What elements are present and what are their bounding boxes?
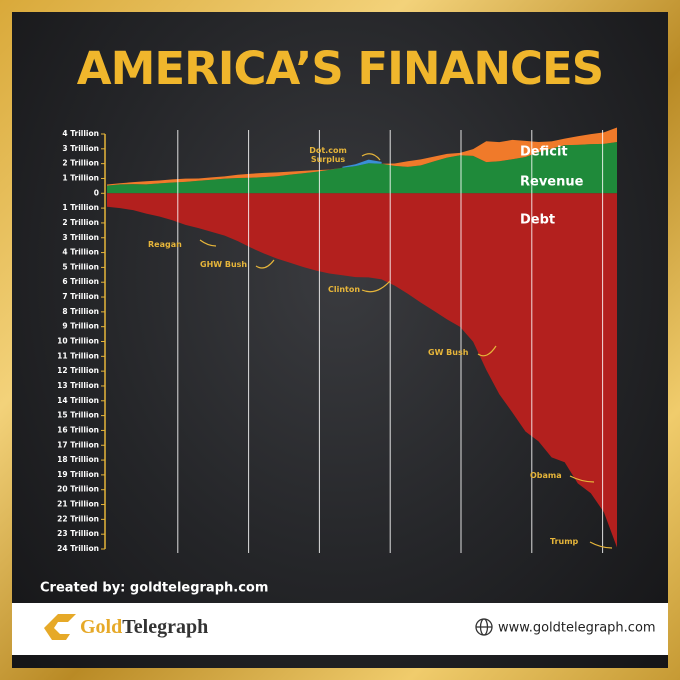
y-tick-label: 18 Trillion — [57, 455, 99, 464]
y-tick-label: 16 Trillion — [57, 425, 99, 434]
y-tick-label: 22 Trillion — [57, 514, 99, 523]
y-tick-label: 2 Trillion — [62, 159, 99, 168]
surplus-label: Dot.com Surplus — [309, 146, 347, 164]
annotation: Reagan — [148, 240, 182, 249]
logo-gold: Gold — [80, 616, 122, 638]
y-tick-label: 2 Trillion — [62, 218, 99, 227]
y-tick-label: 12 Trillion — [57, 366, 99, 375]
y-tick-label: 1 Trillion — [62, 203, 99, 212]
logo-icon — [44, 614, 76, 640]
y-tick-label: 3 Trillion — [62, 144, 99, 153]
area-revenue — [107, 142, 617, 194]
y-tick-label: 9 Trillion — [62, 322, 99, 331]
y-tick-label: 10 Trillion — [57, 337, 99, 346]
y-tick-label: 15 Trillion — [57, 411, 99, 420]
y-tick-label: 7 Trillion — [62, 292, 99, 301]
annotation: Trump — [550, 537, 579, 546]
chart-title: AMERICA’S FINANCES — [77, 42, 603, 95]
y-tick-label: 5 Trillion — [62, 262, 99, 271]
y-tick-label: 19 Trillion — [57, 470, 99, 479]
annotation-arrow — [477, 345, 497, 357]
annotation: GW Bush — [428, 348, 469, 357]
annotation: Clinton — [328, 285, 361, 294]
logo-text: GoldTelegraph — [80, 616, 208, 638]
y-tick-label: 4 Trillion — [62, 248, 99, 257]
y-tick-label: 17 Trillion — [57, 440, 99, 449]
annotation-arrow — [255, 259, 275, 269]
series-label: Deficit — [520, 145, 568, 160]
y-tick-label: 14 Trillion — [57, 396, 99, 405]
y-tick-label: 20 Trillion — [57, 485, 99, 494]
annotation-arrow — [361, 280, 391, 293]
logo-dark: Telegraph — [122, 616, 208, 638]
annotation-arrow — [361, 153, 381, 161]
y-tick-label: 23 Trillion — [57, 529, 99, 538]
series-label: Debt — [520, 213, 555, 228]
annotation-arrow — [589, 541, 613, 549]
area-dot-com-surplus — [342, 159, 382, 168]
series-label: Revenue — [520, 175, 584, 190]
url: www.goldtelegraph.com — [498, 621, 656, 636]
y-tick-label: 13 Trillion — [57, 381, 99, 390]
y-tick-label: 24 Trillion — [57, 544, 99, 553]
globe-icon — [475, 618, 493, 636]
y-tick-label: 11 Trillion — [57, 351, 99, 360]
y-tick-label: 21 Trillion — [57, 500, 99, 509]
credit: Created by: goldtelegraph.com — [40, 581, 268, 596]
annotation: Obama — [530, 471, 562, 480]
annotation-arrow — [569, 475, 595, 483]
y-tick-label: 0 — [94, 188, 99, 197]
y-tick-label: 3 Trillion — [62, 233, 99, 242]
areas — [107, 127, 617, 548]
area-deficit — [107, 127, 617, 186]
area-debt — [107, 193, 617, 548]
y-tick-label: 6 Trillion — [62, 277, 99, 286]
y-tick-label: 1 Trillion — [62, 173, 99, 182]
plot-area — [107, 127, 617, 553]
annotation-arrow — [199, 239, 217, 247]
y-tick-label: 4 Trillion — [62, 129, 99, 138]
annotation: GHW Bush — [200, 260, 248, 269]
footer-band — [12, 603, 668, 655]
y-tick-label: 8 Trillion — [62, 307, 99, 316]
